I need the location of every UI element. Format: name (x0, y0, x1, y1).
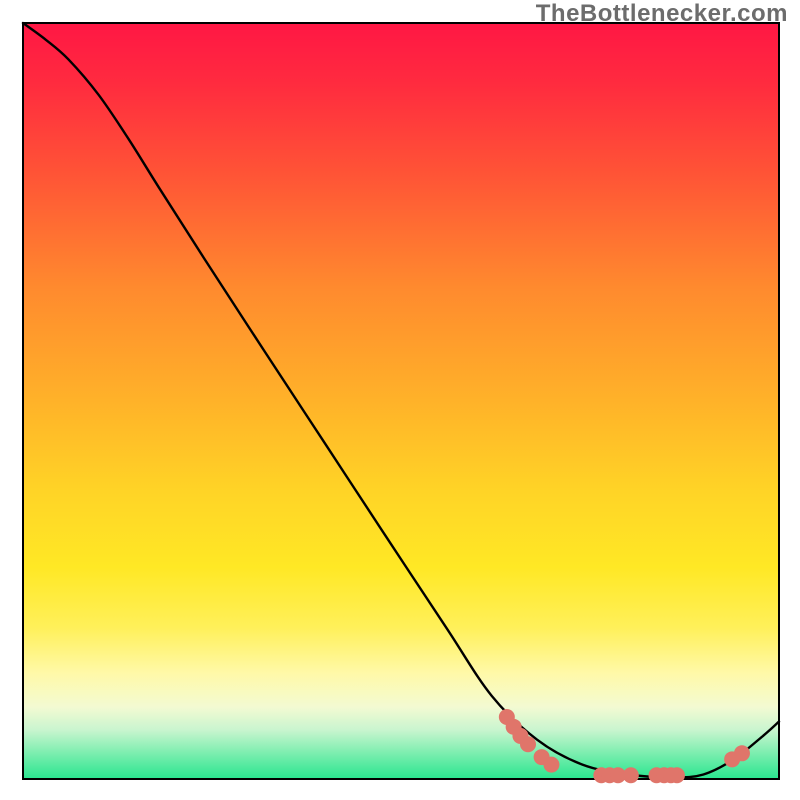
bottleneck-chart: TheBottlenecker.com (0, 0, 800, 800)
chart-canvas (0, 0, 800, 800)
curve-marker (734, 745, 750, 761)
curve-marker (520, 736, 536, 752)
curve-marker (543, 757, 559, 773)
curve-marker (623, 767, 639, 783)
plot-background (23, 23, 779, 779)
watermark-text: TheBottlenecker.com (536, 0, 788, 28)
curve-marker (669, 767, 685, 783)
